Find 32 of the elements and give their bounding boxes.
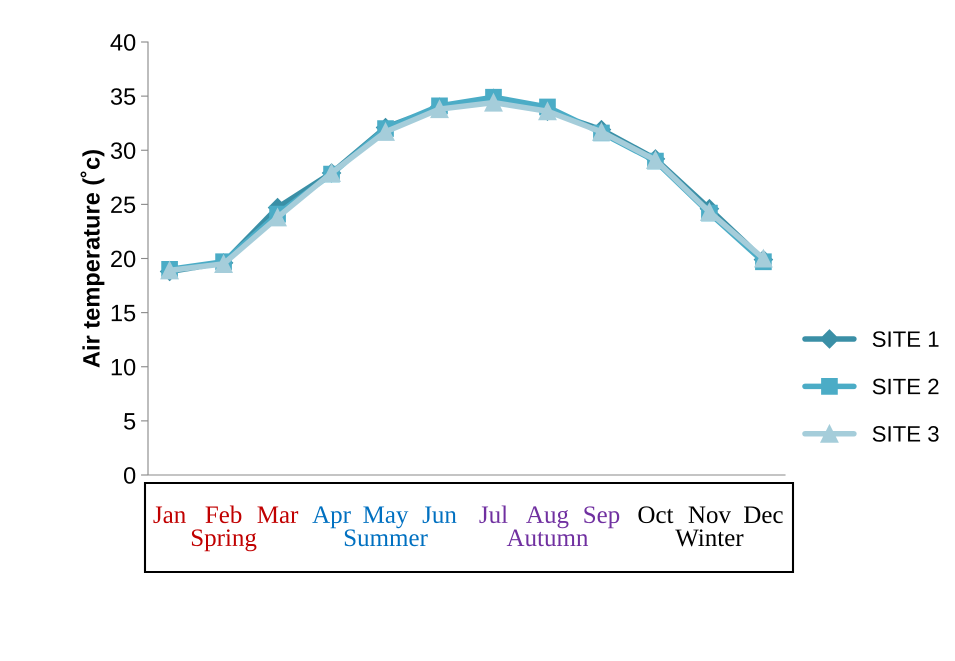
x-tick-label: Feb: [206, 506, 242, 524]
x-tick-label: Dec: [744, 506, 783, 524]
y-tick-label: 10: [112, 358, 136, 376]
x-tick-label: Apr: [312, 506, 351, 528]
legend-label: SITE 1: [872, 331, 939, 347]
x-tick-label: Jun: [422, 506, 456, 524]
x-tick-label: Nov: [688, 506, 731, 524]
y-tick-label: 15: [112, 304, 136, 322]
point: [430, 100, 449, 118]
legend-label: SITE 3: [872, 426, 939, 442]
y-tick-label: 5: [124, 413, 136, 430]
y-axis-title: Air temperature (˚c): [80, 150, 104, 368]
legend-label: SITE 2: [872, 378, 938, 394]
x-tick-label: Oct: [638, 506, 674, 524]
point: [376, 122, 395, 141]
text: Winter: [675, 529, 744, 546]
text: Autumn: [506, 529, 588, 546]
x-tick-label: Aug: [526, 506, 569, 528]
y-tick-label: 30: [110, 142, 136, 160]
point: [484, 94, 503, 112]
x-tick-label: Mar: [257, 506, 298, 524]
y-tick-label: 20: [111, 250, 136, 268]
y-tick-label: 35: [110, 88, 136, 105]
x-tick-label: Jan: [153, 506, 186, 524]
text: Spring: [192, 529, 256, 552]
x-tick-label: Jul: [479, 506, 508, 524]
text: Summer: [344, 529, 428, 546]
y-tick-label: 0: [124, 467, 136, 484]
x-tick-label: May: [363, 506, 408, 528]
x-tick-label: Sep: [584, 506, 620, 528]
y-tick-label: 40: [110, 34, 136, 51]
y-tick-label: 25: [111, 196, 136, 214]
